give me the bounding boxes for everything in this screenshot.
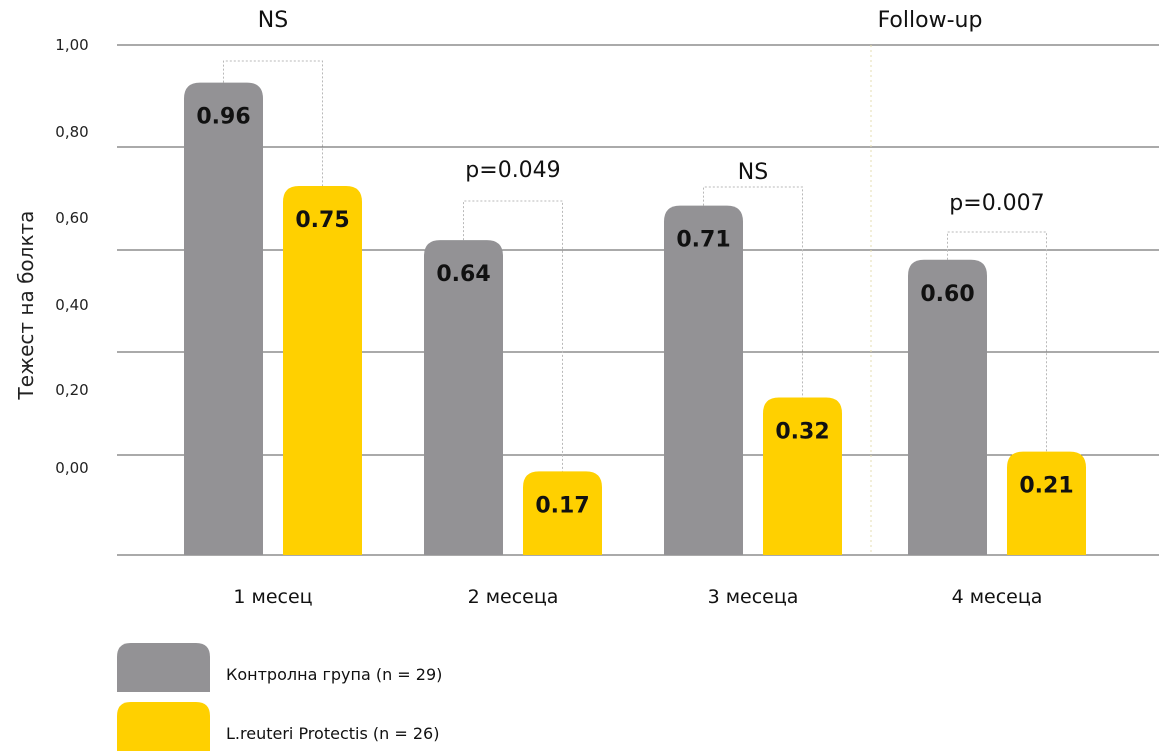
bar-value-label: 0.17 — [535, 493, 589, 518]
bar-value-label: 0.75 — [295, 208, 349, 233]
bar-control — [908, 259, 987, 555]
category-label: 3 месеца — [708, 586, 799, 608]
y-tick-label: 0,20 — [55, 381, 88, 399]
legend-label: Контролна група (n = 29) — [226, 665, 442, 684]
significance-label: p=0.049 — [465, 158, 560, 183]
legend-swatch — [117, 702, 210, 751]
bar-control — [664, 205, 743, 555]
bar-value-label: 0.71 — [676, 228, 730, 253]
bar-reuteri — [1007, 451, 1086, 555]
significance-label: NS — [738, 160, 768, 185]
bar-value-label: 0.96 — [196, 105, 250, 130]
bar-value-label: 0.21 — [1019, 474, 1073, 499]
category-label: 2 месеца — [468, 586, 559, 608]
category-labels: 1 месец 2 месеца 3 месеца 4 месеца — [233, 586, 1042, 608]
follow-up-label: Follow-up — [878, 8, 983, 33]
significance-label: NS — [258, 8, 288, 33]
gridlines — [117, 44, 1159, 556]
significance-bracket — [947, 231, 1047, 452]
significance-bracket — [463, 200, 563, 472]
legend-swatch — [117, 643, 210, 692]
legend-label: L.reuteri Protectis (n = 26) — [226, 724, 439, 743]
y-tick-label: 0,40 — [55, 296, 88, 314]
category-label: 1 месец — [233, 586, 312, 608]
y-tick-label: 0,80 — [55, 123, 88, 141]
y-axis-label: Тежест на болкта — [14, 211, 38, 401]
bar-value-label: 0.32 — [775, 420, 829, 445]
significance-brackets: NS p=0.049 NS p=0.007 — [223, 8, 1047, 472]
y-tick-label: 1,00 — [55, 36, 88, 54]
y-tick-label: 0,60 — [55, 209, 88, 227]
bar-reuteri — [283, 186, 362, 555]
significance-label: p=0.007 — [949, 191, 1044, 216]
bar-control — [424, 240, 503, 555]
y-tick-label: 0,00 — [55, 459, 88, 477]
bars: 0.96 0.75 0.64 0.17 0.71 0.32 0.60 0.21 — [184, 82, 1086, 556]
y-tick-labels: 1,00 0,80 0,60 0,40 0,20 0,00 — [55, 36, 88, 477]
legend: Контролна група (n = 29) L.reuteri Protec… — [117, 643, 442, 751]
bar-value-label: 0.60 — [920, 282, 974, 307]
significance-bracket — [703, 186, 803, 398]
bar-reuteri — [523, 471, 602, 555]
bar-reuteri — [763, 397, 842, 555]
category-label: 4 месеца — [952, 586, 1043, 608]
bar-value-label: 0.64 — [436, 262, 490, 287]
bar-control — [184, 82, 263, 556]
